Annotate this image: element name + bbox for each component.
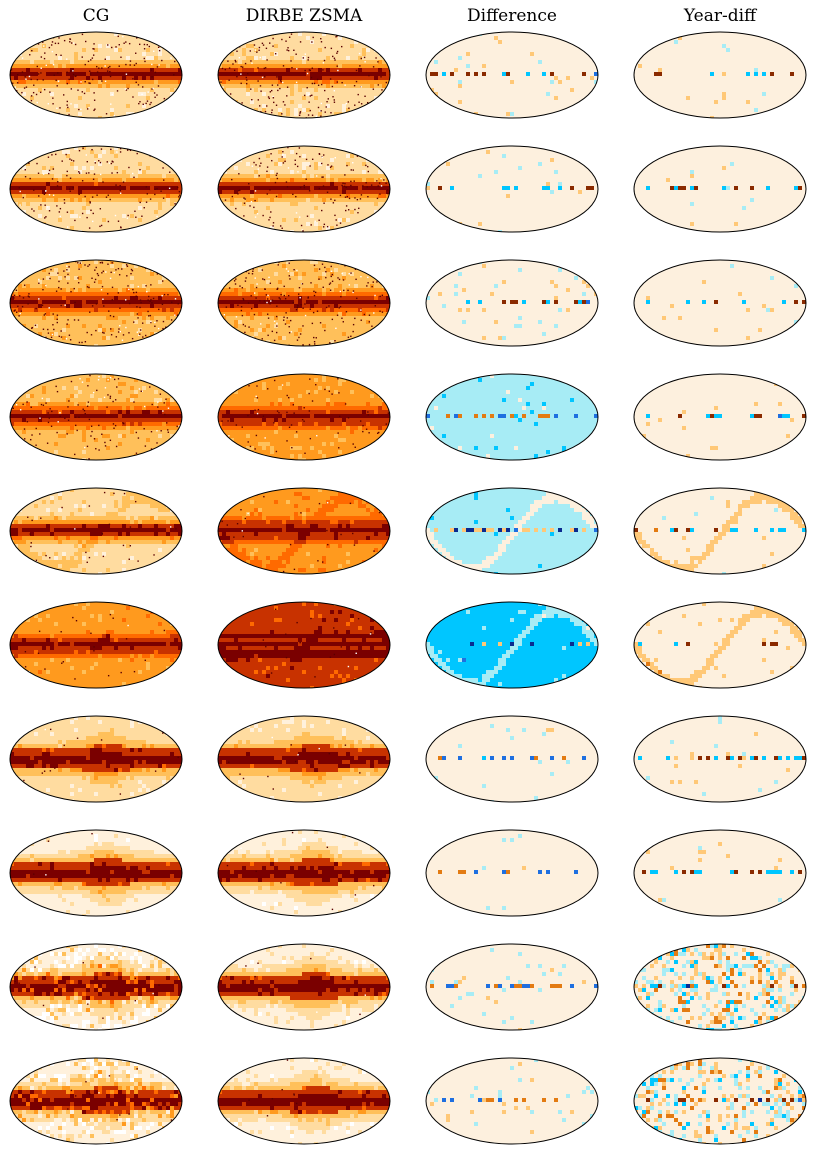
sky-map-dirbe-zsma-row-9	[217, 943, 391, 1031]
sky-map-difference-row-5	[425, 487, 599, 575]
sky-map-difference-row-8	[425, 829, 599, 917]
sky-map-year-diff-row-9	[633, 943, 807, 1031]
column-title-dirbe-zsma: DIRBE ZSMA	[245, 6, 363, 26]
sky-map-cg-row-10	[9, 1057, 183, 1145]
sky-map-year-diff-row-8	[633, 829, 807, 917]
sky-map-year-diff-row-7	[633, 715, 807, 803]
sky-map-cg-row-5	[9, 487, 183, 575]
sky-map-dirbe-zsma-row-6	[217, 601, 391, 689]
sky-map-difference-row-1	[425, 31, 599, 119]
sky-map-cg-row-7	[9, 715, 183, 803]
sky-map-cg-row-9	[9, 943, 183, 1031]
sky-map-dirbe-zsma-row-10	[217, 1057, 391, 1145]
sky-map-year-diff-row-2	[633, 145, 807, 233]
sky-map-difference-row-9	[425, 943, 599, 1031]
sky-map-cg-row-3	[9, 259, 183, 347]
sky-map-cg-row-1	[9, 31, 183, 119]
sky-map-dirbe-zsma-row-2	[217, 145, 391, 233]
sky-map-dirbe-zsma-row-1	[217, 31, 391, 119]
sky-map-difference-row-3	[425, 259, 599, 347]
sky-map-difference-row-4	[425, 373, 599, 461]
sky-map-cg-row-8	[9, 829, 183, 917]
sky-map-year-diff-row-3	[633, 259, 807, 347]
sky-map-year-diff-row-1	[633, 31, 807, 119]
sky-map-difference-row-10	[425, 1057, 599, 1145]
sky-map-dirbe-zsma-row-8	[217, 829, 391, 917]
sky-map-dirbe-zsma-row-5	[217, 487, 391, 575]
sky-map-year-diff-row-10	[633, 1057, 807, 1145]
sky-map-cg-row-2	[9, 145, 183, 233]
sky-map-year-diff-row-4	[633, 373, 807, 461]
column-title-year-diff: Year-diff	[683, 6, 757, 26]
sky-map-dirbe-zsma-row-4	[217, 373, 391, 461]
sky-map-cg-row-4	[9, 373, 183, 461]
sky-map-dirbe-zsma-row-3	[217, 259, 391, 347]
sky-map-difference-row-6	[425, 601, 599, 689]
sky-map-cg-row-6	[9, 601, 183, 689]
column-title-difference: Difference	[467, 6, 557, 26]
column-title-cg: CG	[82, 6, 110, 26]
sky-map-year-diff-row-5	[633, 487, 807, 575]
sky-map-year-diff-row-6	[633, 601, 807, 689]
sky-map-dirbe-zsma-row-7	[217, 715, 391, 803]
sky-map-difference-row-7	[425, 715, 599, 803]
sky-map-difference-row-2	[425, 145, 599, 233]
